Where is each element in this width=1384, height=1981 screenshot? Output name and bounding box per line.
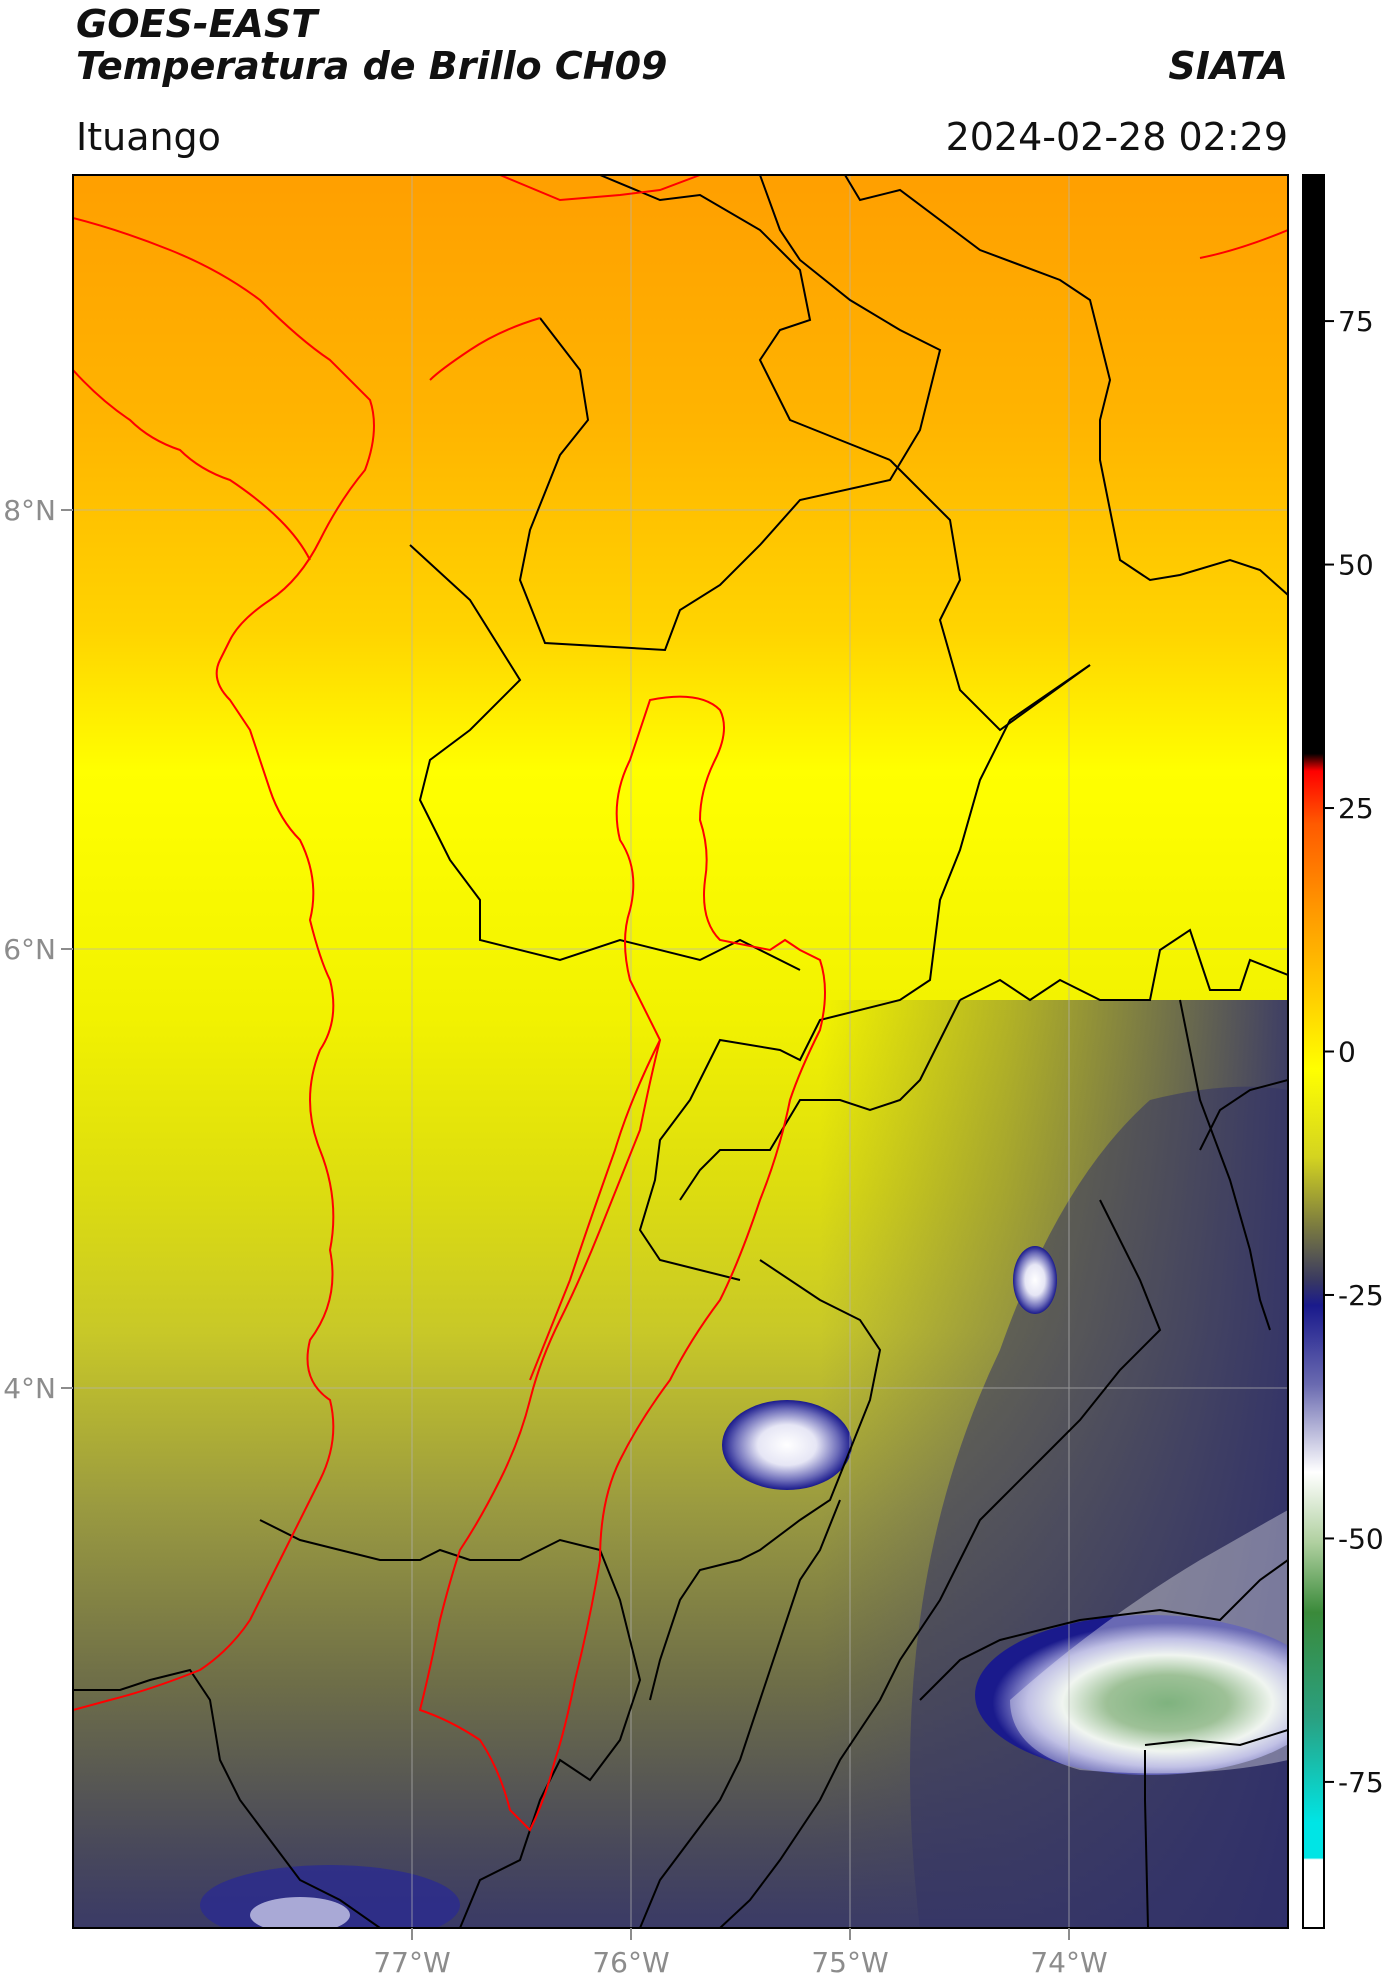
lon-tick-label: 76°W: [592, 1946, 669, 1979]
cold-cloud-small: [1013, 1246, 1057, 1314]
colorbar-ticks: 75 50 25 0 -25 -50 -75: [1324, 305, 1384, 1799]
colorbar-tick-label: -25: [1338, 1279, 1384, 1312]
colorbar-tick-label: 75: [1338, 305, 1374, 338]
agency-label: SIATA: [1168, 44, 1288, 88]
lon-tick-marks: [411, 1928, 1070, 1940]
lat-tick-label: 8°N: [3, 494, 56, 527]
timestamp-label: 2024-02-28 02:29: [945, 115, 1288, 159]
cold-cloud-southwest-core: [250, 1897, 350, 1928]
colorbar-tick-label: 25: [1338, 792, 1374, 825]
lat-tick-label: 4°N: [3, 1372, 56, 1405]
colorbar-tick-label: -50: [1338, 1522, 1384, 1555]
graticule: [73, 175, 1288, 1928]
coastline-and-basin-borders: [73, 175, 1288, 1832]
product-title: Temperatura de Brillo CH09: [76, 44, 668, 88]
colorbar-tick-label: 50: [1338, 549, 1374, 582]
colorbar: 75 50 25 0 -25 -50 -75: [1302, 174, 1384, 1929]
cold-cloud-southeast: [975, 1615, 1288, 1775]
administrative-borders: [73, 175, 1288, 1928]
cold-cloud-central: [722, 1400, 852, 1490]
cold-cloud-edge: [1010, 1510, 1288, 1774]
lat-tick-label: 6°N: [3, 933, 56, 966]
colorbar-gradient: [1303, 175, 1324, 1928]
region-label: Ituango: [76, 115, 221, 159]
satellite-title: GOES-EAST: [76, 2, 318, 46]
map-frame: [72, 174, 1289, 1929]
lon-tick-label: 77°W: [373, 1946, 450, 1979]
lon-tick-label: 75°W: [811, 1946, 888, 1979]
lat-tick-marks: [61, 509, 73, 1389]
colorbar-tick-label: 0: [1338, 1036, 1356, 1069]
lon-tick-label: 74°W: [1030, 1946, 1107, 1979]
colorbar-tick-label: -75: [1338, 1766, 1384, 1799]
